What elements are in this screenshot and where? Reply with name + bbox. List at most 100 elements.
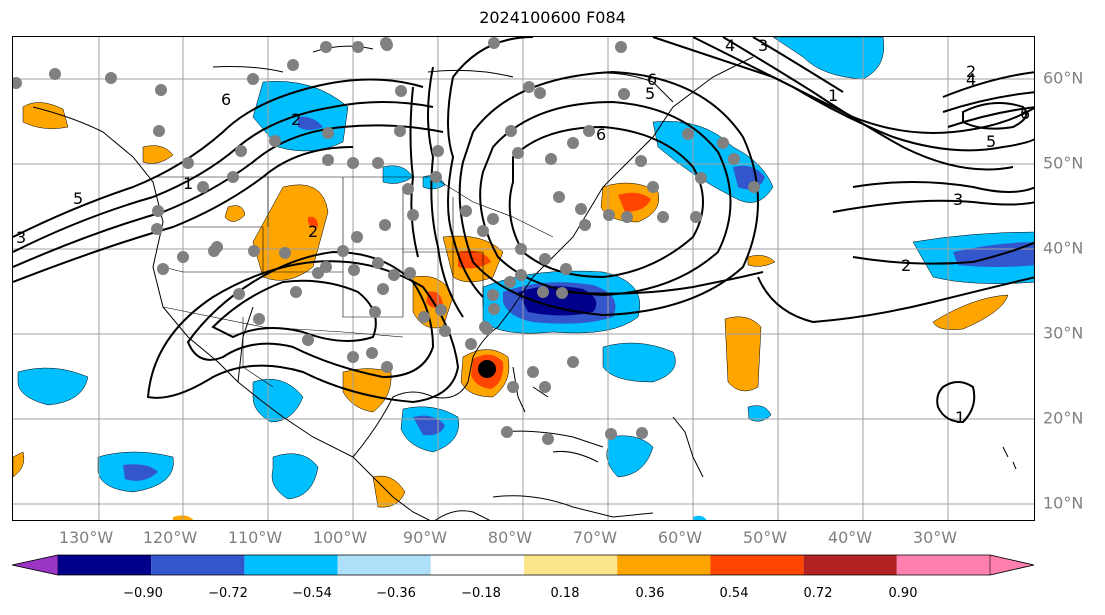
- station-marker: [233, 288, 245, 300]
- station-marker: [287, 59, 299, 71]
- station-marker: [567, 356, 579, 368]
- station-marker: [488, 303, 500, 315]
- contour-label: 6: [1020, 104, 1030, 123]
- lon-label: 80°W: [487, 528, 533, 547]
- contour-label: 3: [16, 228, 26, 247]
- station-marker: [460, 205, 472, 217]
- station-marker: [545, 153, 557, 165]
- station-marker: [379, 219, 391, 231]
- station-marker: [247, 73, 259, 85]
- colorbar-tick: −0.54: [292, 586, 332, 601]
- contour-label: 2: [901, 256, 911, 275]
- colorbar-tick: 0.18: [550, 586, 580, 601]
- colorbar-segment: [244, 555, 338, 575]
- station-marker: [372, 257, 384, 269]
- station-marker: [322, 154, 334, 166]
- station-marker: [235, 145, 247, 157]
- contour-label: 5: [986, 132, 996, 151]
- contour-label: 5: [645, 84, 655, 103]
- contour-label: 1: [955, 408, 965, 427]
- contour-label: 1: [183, 174, 193, 193]
- station-marker: [539, 253, 551, 265]
- lon-label: 100°W: [312, 528, 368, 547]
- map-canvas: 6 2 1 5 3 2 6 4 3 6 5 1 2 4 6 5 3 2 1: [13, 37, 1034, 520]
- station-marker: [197, 181, 209, 193]
- colorbar-tick: −0.72: [208, 586, 248, 601]
- lon-label: 30°W: [912, 528, 958, 547]
- station-marker: [279, 247, 291, 259]
- colorbar-segment: [337, 555, 431, 575]
- coastlines: [32, 45, 1017, 520]
- station-marker: [347, 351, 359, 363]
- station-marker: [227, 171, 239, 183]
- station-marker: [477, 225, 489, 237]
- colorbar-extend-high: [989, 554, 1035, 576]
- station-marker: [372, 157, 384, 169]
- station-marker: [177, 251, 189, 263]
- station-marker: [636, 427, 648, 439]
- lon-label: 70°W: [572, 528, 618, 547]
- lat-label: 30°N: [1043, 323, 1084, 343]
- station-marker: [352, 41, 364, 53]
- station-marker: [351, 231, 363, 243]
- station-marker: [615, 41, 627, 53]
- station-marker: [527, 366, 539, 378]
- station-marker: [381, 361, 393, 373]
- contour-label: 6: [221, 90, 231, 109]
- station-marker: [152, 205, 164, 217]
- station-marker: [523, 81, 535, 93]
- station-marker: [556, 287, 568, 299]
- station-marker: [439, 325, 451, 337]
- station-marker: [567, 137, 579, 149]
- station-marker: [487, 289, 499, 301]
- colorbar-segment: [617, 555, 711, 575]
- station-marker: [605, 428, 617, 440]
- station-marker: [407, 209, 419, 221]
- station-marker: [418, 311, 430, 323]
- colorbar-tick: −0.36: [376, 586, 416, 601]
- contour-label: 3: [953, 190, 963, 209]
- station-marker: [395, 85, 407, 97]
- colorbar-tick: −0.18: [461, 586, 501, 601]
- station-marker: [647, 181, 659, 193]
- colorbar-tick: 0.36: [635, 586, 665, 601]
- station-marker: [583, 125, 595, 137]
- station-marker: [290, 286, 302, 298]
- station-marker: [481, 323, 493, 335]
- station-marker: [366, 347, 378, 359]
- station-marker: [728, 153, 740, 165]
- station-marker: [302, 334, 314, 346]
- colorbar-segment: [151, 555, 245, 575]
- station-marker: [618, 88, 630, 100]
- station-marker: [155, 84, 167, 96]
- station-marker: [322, 127, 334, 139]
- colorbar-outline: [12, 554, 1035, 576]
- colorbar: [12, 554, 1035, 576]
- station-marker: [435, 304, 447, 316]
- colorbar-extend-low: [12, 554, 59, 576]
- station-marker: [377, 283, 389, 295]
- contour-label: 4: [725, 37, 735, 55]
- station-marker: [748, 181, 760, 193]
- contour-label: 4: [966, 70, 976, 89]
- station-markers: [13, 37, 760, 445]
- lon-label: 90°W: [402, 528, 448, 547]
- station-marker: [690, 211, 702, 223]
- station-marker: [621, 211, 633, 223]
- station-marker: [388, 269, 400, 281]
- station-marker: [402, 183, 414, 195]
- station-marker: [717, 137, 729, 149]
- station-marker: [347, 157, 359, 169]
- colorbar-segment: [524, 555, 618, 575]
- contour-label: 2: [291, 110, 301, 129]
- colorbar-tick: 0.90: [888, 586, 918, 601]
- station-marker: [542, 433, 554, 445]
- colorbar-segment: [710, 555, 804, 575]
- map-title: 2024100600 F084: [479, 8, 626, 27]
- lat-label: 40°N: [1043, 238, 1084, 258]
- station-marker: [682, 128, 694, 140]
- map-panel: 6 2 1 5 3 2 6 4 3 6 5 1 2 4 6 5 3 2 1: [12, 36, 1035, 521]
- station-marker: [657, 211, 669, 223]
- station-marker: [13, 77, 22, 89]
- station-marker: [507, 381, 519, 393]
